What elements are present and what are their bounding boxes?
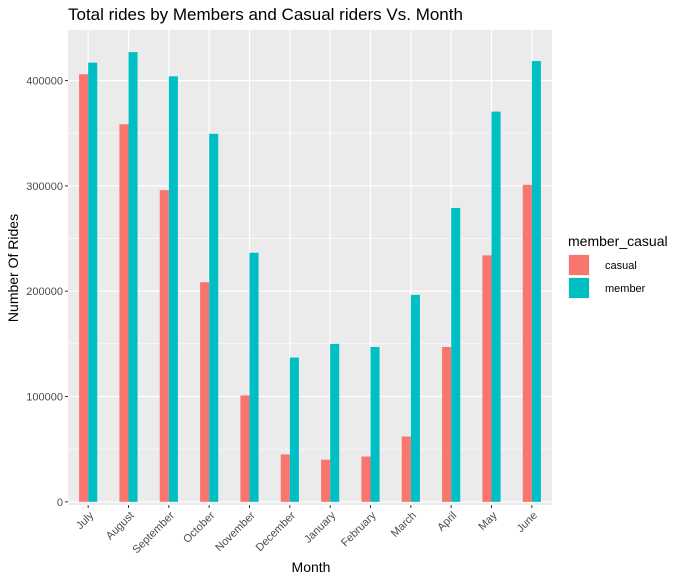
x-tick-label: September [130,509,177,556]
bar-member-july [88,62,98,502]
legend-swatch-member [569,278,589,298]
legend-label-member: member [605,283,646,295]
bar-casual-may [482,255,492,502]
y-tick-label: 100000 [26,392,63,404]
bar-casual-november [240,395,250,502]
legend-swatch-casual [569,255,589,275]
legend-title: member_casual [568,233,668,249]
bar-member-june [531,61,541,502]
legend: member_casual casual member [568,233,668,299]
minor-gridlines [68,132,552,450]
bar-member-november [249,252,259,502]
bar-member-january [330,343,340,502]
x-tick-label: April [435,510,459,534]
plot-panel [68,30,552,505]
bar-member-september [168,76,178,502]
x-axis-title: Month [292,559,331,575]
bar-casual-april [442,347,452,502]
y-tick-label: 200000 [26,286,63,298]
bar-casual-january [321,459,331,502]
x-tick-label: March [389,510,419,540]
bar-casual-september [159,190,169,502]
y-axis-title: Number Of Rides [5,214,21,322]
bar-casual-october [200,282,210,502]
x-tick-label: July [74,509,97,532]
x-tick-label: November [213,509,258,554]
bar-member-february [370,347,380,502]
bar-casual-july [79,74,89,502]
bars [79,52,541,502]
bar-member-april [451,207,461,502]
x-tick-label: May [476,509,500,533]
x-tick-label: February [339,509,379,549]
bar-casual-august [119,124,129,502]
bar-member-october [209,133,219,502]
bar-casual-february [361,456,371,502]
bar-casual-june [522,184,532,502]
chart-title: Total rides by Members and Casual riders… [68,5,463,24]
x-tick-label: October [181,509,217,545]
x-tick-label: June [515,510,540,535]
x-tick-label: December [254,509,299,554]
y-tick-label: 300000 [26,181,63,193]
bar-member-december [289,357,299,502]
legend-label-casual: casual [605,260,637,272]
y-tick-label: 0 [57,497,63,509]
bar-casual-march [401,436,411,502]
bar-member-march [410,294,420,502]
bar-member-august [128,52,138,502]
x-tick-label: August [104,510,137,543]
y-tick-label: 400000 [26,76,63,88]
bar-casual-december [280,454,290,502]
y-axis: 0 100000 200000 300000 400000 [26,76,68,509]
x-tick-label: January [302,509,339,546]
bar-member-may [491,111,501,502]
